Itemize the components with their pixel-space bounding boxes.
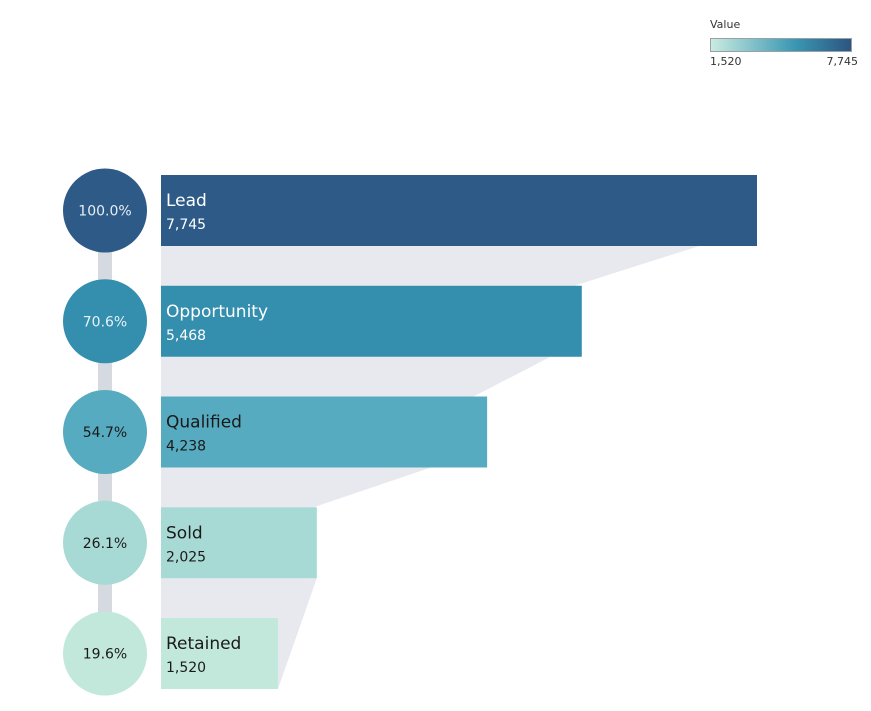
percent-label: 54.7% (83, 425, 127, 441)
stage-value: 2,025 (166, 549, 206, 565)
percent-circle (63, 279, 147, 364)
stage-label: Sold (166, 523, 203, 543)
percent-circle (63, 500, 147, 585)
stage-label: Lead (166, 191, 207, 211)
percent-label: 70.6% (83, 314, 127, 330)
funnel-connector (161, 356, 551, 397)
funnel-bar (161, 618, 278, 689)
stage-label: Retained (166, 634, 241, 654)
percent-circle (63, 168, 147, 253)
percent-label: 19.6% (83, 647, 127, 663)
legend-title: Value (710, 18, 741, 31)
percent-circle (63, 611, 147, 696)
legend-ticks: 1,520 7,745 (710, 55, 858, 68)
stage-value: 7,745 (166, 217, 206, 233)
funnel-connector (161, 467, 431, 508)
stage-label: Opportunity (166, 302, 268, 322)
percent-circle (63, 390, 147, 474)
percent-label: 100.0% (78, 204, 131, 220)
funnel-bar (161, 396, 488, 468)
stage-label: Qualified (166, 413, 242, 433)
percent-label: 26.1% (83, 536, 127, 552)
funnel-bar (161, 507, 317, 579)
stage-value: 1,520 (166, 660, 206, 676)
stage-value: 5,468 (166, 328, 206, 344)
color-legend: Value 1,520 7,745 (710, 18, 860, 68)
funnel-bar (161, 175, 757, 246)
legend-min-label: 1,520 (710, 55, 742, 68)
funnel-bar (161, 285, 582, 357)
funnel-connector (161, 246, 700, 286)
legend-max-label: 7,745 (826, 55, 859, 68)
stage-value: 4,238 (166, 439, 206, 455)
legend-gradient (710, 38, 852, 52)
